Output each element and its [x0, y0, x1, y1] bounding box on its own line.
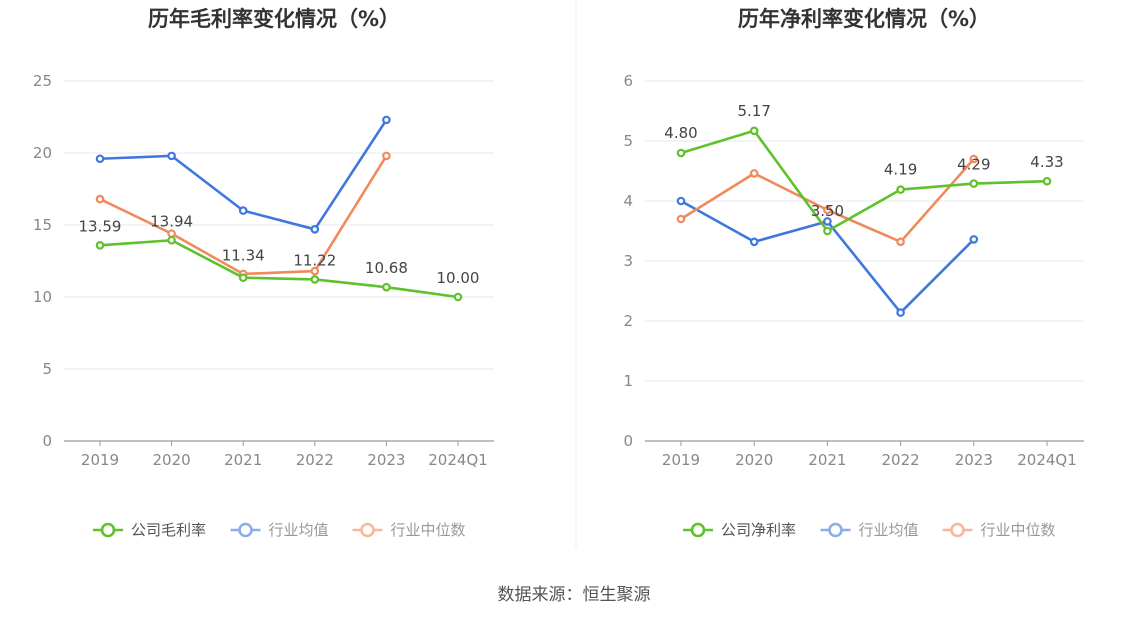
data-point-company	[823, 226, 832, 236]
data-point-company	[969, 179, 979, 188]
chart-title: 历年毛利率变化情况（%）	[148, 7, 400, 31]
data-label: 3.50	[811, 202, 844, 220]
data-point-industry_avg	[95, 154, 105, 164]
chart-title: 历年净利率变化情况（%）	[738, 7, 990, 31]
x-tick-label: 2023	[955, 451, 993, 469]
y-tick-label: 2	[623, 312, 633, 330]
x-tick-label: 2024Q1	[428, 451, 488, 469]
data-point-company	[310, 275, 320, 284]
y-tick-label: 5	[42, 360, 52, 378]
x-tick-label: 2020	[735, 451, 773, 469]
x-tick-label: 2021	[808, 451, 846, 469]
data-point-industry_avg	[310, 225, 320, 234]
legend-item-industry_avg: 行业均值	[820, 521, 919, 539]
x-tick-label: 2019	[662, 451, 700, 469]
y-tick-label: 3	[623, 252, 633, 270]
data-point-company	[382, 282, 391, 292]
data-label: 13.59	[79, 217, 122, 235]
chart-1: 历年毛利率变化情况（%） 0 5 10 15 20 25 2019 2020 2021 2022 20…	[33, 7, 494, 539]
x-tick-label: 2022	[296, 451, 334, 469]
y-tick-label: 5	[623, 132, 633, 150]
data-point-industry_median	[896, 237, 905, 247]
data-point-industry_avg	[382, 115, 391, 125]
legend-item-company: 公司净利率	[683, 521, 796, 539]
data-point-industry_median	[969, 154, 979, 164]
x-tick-label: 2023	[367, 451, 405, 469]
data-point-industry_avg	[823, 217, 832, 226]
data-point-company	[238, 273, 248, 283]
legend-label: 公司毛利率	[131, 521, 206, 539]
data-label: 10.68	[365, 259, 408, 277]
x-tick-label: 2020	[153, 451, 191, 469]
data-point-industry_median	[95, 194, 105, 204]
y-tick-label: 1	[623, 372, 633, 390]
data-label: 5.17	[737, 102, 770, 120]
data-point-company	[453, 292, 463, 302]
legend-item-industry_median: 行业中位数	[352, 521, 466, 539]
legend-item-industry_avg: 行业均值	[230, 521, 329, 539]
data-point-company	[95, 241, 105, 250]
data-label: 4.29	[957, 156, 990, 174]
legend-swatch-marker	[238, 522, 253, 538]
data-label: 4.33	[1030, 153, 1063, 171]
data-point-company	[896, 185, 905, 194]
data-label: 4.80	[664, 124, 697, 142]
legend-swatch-marker	[360, 522, 375, 538]
y-tick-label: 0	[623, 432, 633, 450]
series-line-company	[99, 238, 459, 299]
series-line-company	[680, 129, 1048, 233]
y-tick-label: 20	[33, 144, 52, 162]
y-tick-label: 4	[623, 192, 633, 210]
y-tick-label: 6	[623, 72, 633, 90]
data-label: 10.00	[437, 269, 480, 287]
data-source-note: 数据来源：恒生聚源	[497, 585, 651, 605]
data-label: 13.94	[150, 212, 193, 230]
legend-swatch-marker	[100, 522, 116, 538]
y-tick-label: 0	[42, 432, 52, 450]
data-point-industry_avg	[676, 196, 686, 206]
data-point-industry_median	[823, 205, 832, 215]
data-point-industry_avg	[238, 206, 248, 215]
data-label: 11.34	[222, 247, 265, 265]
legend-swatch-marker	[828, 522, 843, 538]
data-point-company	[749, 126, 759, 136]
data-point-industry_avg	[167, 151, 176, 161]
legend-label: 行业中位数	[981, 521, 1056, 539]
legend-label: 行业均值	[269, 521, 329, 539]
legend-swatch-marker	[690, 522, 706, 538]
data-point-industry_median	[676, 214, 686, 224]
x-tick-label: 2024Q1	[1017, 451, 1077, 469]
y-tick-label: 15	[33, 216, 52, 234]
x-tick-label: 2021	[224, 451, 262, 469]
data-point-company	[1042, 176, 1052, 186]
data-point-industry_median	[167, 229, 176, 238]
data-label: 11.22	[293, 251, 336, 269]
legend-item-industry_median: 行业中位数	[942, 521, 1056, 539]
data-point-industry_avg	[969, 235, 979, 244]
x-tick-label: 2022	[882, 451, 920, 469]
data-point-industry_median	[749, 169, 759, 178]
data-point-industry_median	[382, 151, 391, 161]
legend-swatch-marker	[950, 522, 965, 538]
data-label: 4.19	[884, 161, 917, 179]
legend-label: 行业中位数	[391, 521, 466, 539]
y-tick-label: 25	[33, 72, 52, 90]
legend-label: 行业均值	[859, 521, 919, 539]
data-point-industry_avg	[749, 237, 759, 247]
data-point-company	[167, 235, 176, 245]
legend-item-company: 公司毛利率	[93, 521, 206, 539]
data-point-industry_avg	[896, 308, 905, 317]
data-point-industry_median	[310, 266, 320, 276]
y-tick-label: 10	[33, 288, 52, 306]
legend-label: 公司净利率	[721, 521, 796, 539]
x-tick-label: 2019	[81, 451, 119, 469]
data-point-company	[676, 148, 686, 158]
chart-2: 历年净利率变化情况（%） 0 1 2 3 4 5 6 2019 2020 2021 2022 2023 2…	[623, 7, 1084, 539]
